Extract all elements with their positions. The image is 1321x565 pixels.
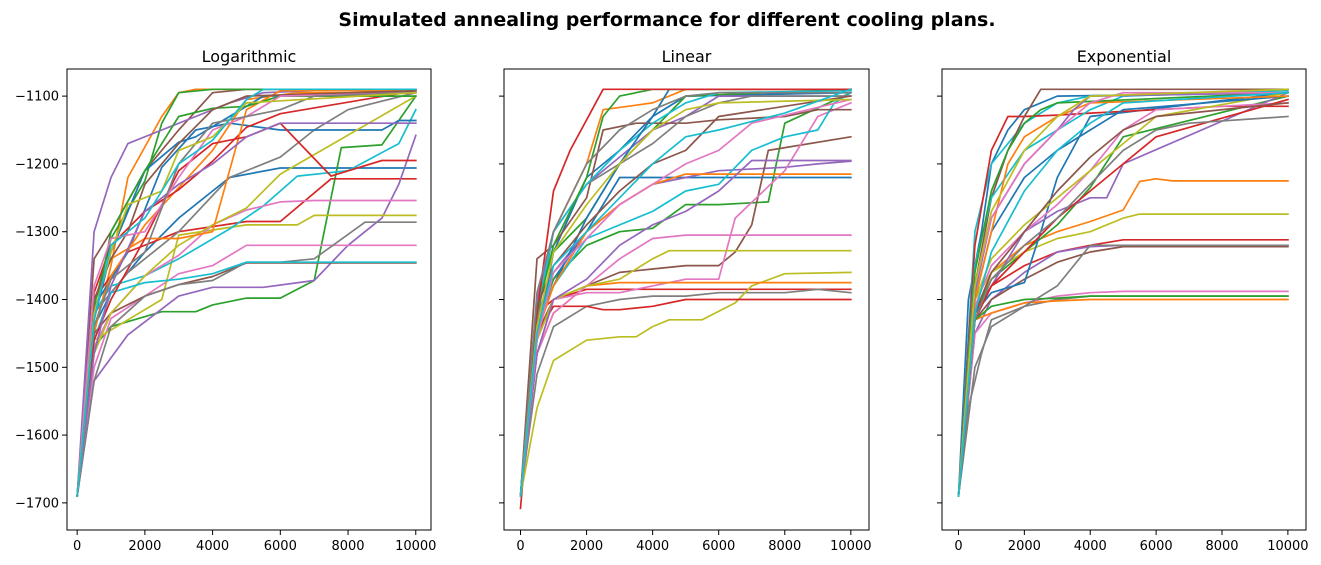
series-line-20 [519,89,852,498]
series-line-23 [519,88,852,498]
series-line-25 [76,122,417,498]
series-line-27 [76,91,417,498]
series-line-23 [957,91,1289,498]
chart-panel-1: 0 2000 4000 6000 8000 10000 −1700 −1600 −1500 −14… [15,47,436,554]
series-line-28 [957,115,1289,498]
x-tick-label: 8000 [768,539,801,554]
x-tick-label: 8000 [1205,539,1238,554]
series-line-19 [957,91,1289,498]
series-line-9 [519,271,852,498]
x-tick-label: 4000 [196,539,229,554]
x-tick-label: 2000 [128,539,161,554]
x-tick-label: 2000 [570,539,603,554]
series-line-25 [519,159,852,498]
y-tick-label: −1600 [15,429,59,444]
panels: 0 2000 4000 6000 8000 10000 −1700 −1600 −1500 −14… [15,47,1309,554]
chart-panel-2: 0 2000 4000 6000 8000 10000 Linear [499,47,872,554]
series-line-29 [957,88,1289,498]
series-line-26 [957,101,1289,498]
x-tick-label: 6000 [702,539,735,554]
series-line-1 [76,167,417,498]
series-line-9 [76,214,417,498]
x-tick-label: 10000 [395,539,436,554]
series-line-29 [519,98,852,498]
y-tick-label: −1500 [15,361,59,376]
x-tick-label: 4000 [1074,539,1107,554]
series-group [957,88,1290,498]
x-tick-label: 0 [73,539,81,554]
series-line-7 [76,244,417,498]
y-tick-label: −1200 [15,157,59,172]
y-tick-label: −1100 [15,90,59,105]
figure-title: Simulated annealing performance for diff… [338,9,995,31]
series-line-5 [76,134,417,498]
series-line-18 [957,244,1289,498]
y-tick-label: −1300 [15,225,59,240]
series-line-30 [957,91,1289,498]
series-line-19 [519,249,852,498]
series-line-13 [76,88,417,498]
series-line-30 [76,88,417,498]
chart-panel-3: 0 2000 4000 6000 8000 10000 Exponential [937,47,1309,554]
y-tick-label: −1700 [15,496,59,511]
y-tick-label: −1400 [15,293,59,308]
series-line-17 [76,199,417,498]
chart-title: Linear [662,47,712,66]
series-line-26 [76,89,417,498]
series-group [76,88,417,498]
x-tick-label: 6000 [1140,539,1173,554]
x-tick-label: 10000 [1267,539,1308,554]
series-line-15 [76,89,417,498]
series-line-27 [519,98,852,498]
series-line-14 [76,89,417,498]
series-line-20 [957,89,1289,498]
series-line-26 [519,95,852,498]
series-line-22 [957,95,1289,498]
chart-title: Logarithmic [202,47,297,66]
x-tick-label: 0 [516,539,524,554]
series-line-19 [76,94,417,498]
series-line-28 [519,91,852,498]
chart-title: Exponential [1077,47,1172,66]
series-line-3 [76,94,417,498]
x-tick-label: 2000 [1008,539,1041,554]
series-line-18 [76,221,417,498]
x-tick-label: 0 [954,539,962,554]
series-line-6 [957,245,1289,498]
x-tick-label: 4000 [636,539,669,554]
series-line-17 [519,234,852,498]
series-line-30 [519,88,852,498]
x-tick-label: 10000 [830,539,871,554]
x-tick-label: 8000 [331,539,364,554]
series-line-8 [519,288,852,498]
series-group [519,88,852,510]
series-line-8 [76,91,417,498]
series-line-24 [76,122,417,498]
x-tick-label: 6000 [264,539,297,554]
